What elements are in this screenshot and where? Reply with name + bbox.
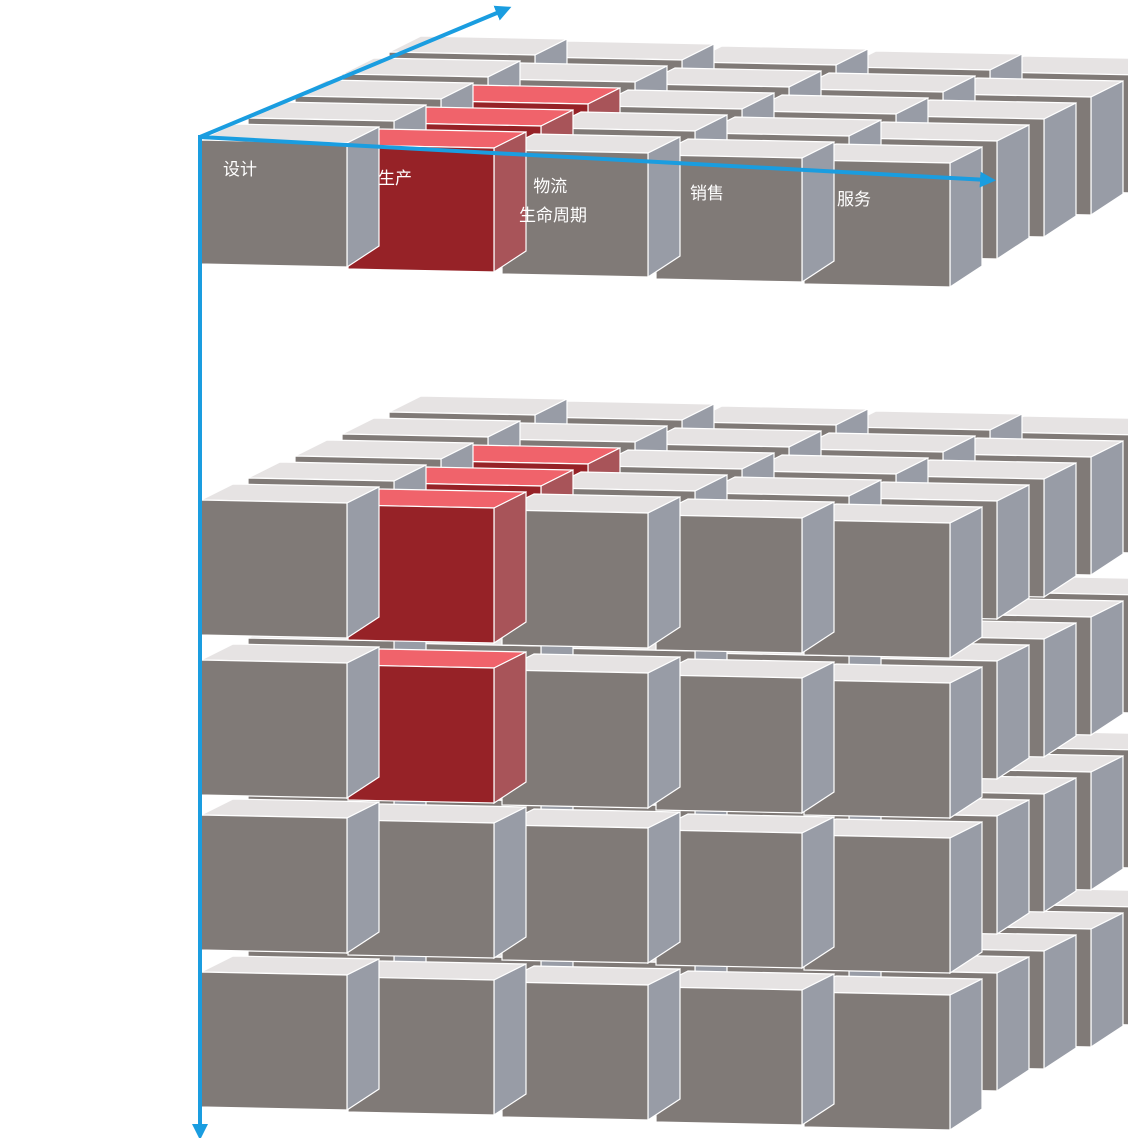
stage-label-service: 服务 xyxy=(837,190,871,210)
cube-top-c4-d1-side xyxy=(996,124,1030,261)
cube-layer1-c4-d3-side xyxy=(1090,440,1124,577)
cube-top-c4-d0-side xyxy=(949,146,983,289)
cube-layer1-c3-d0-side xyxy=(801,501,835,655)
cube-layer4-c1-d0-side xyxy=(493,963,527,1117)
cube-layer2-c2-d0-side xyxy=(647,656,681,810)
cube-layer4-c0-d0-front xyxy=(200,971,348,1111)
cube-layer2-c0-d0-front xyxy=(200,659,348,799)
cube-layer3-c4-d2-side xyxy=(1043,777,1077,914)
cube-layer1-c1-d0-side xyxy=(493,491,527,645)
cube-layer4-c2-d0-side xyxy=(647,968,681,1122)
stage-label-design: 设计 xyxy=(223,160,257,180)
cube-layer4-c4-d2-side xyxy=(1043,934,1077,1071)
cube-layer1-c0-d0-front xyxy=(200,499,348,639)
horizontal-axis-arrow xyxy=(199,135,996,188)
cube-top-c3-d0-side xyxy=(801,141,835,284)
cube-layer4-c3-d0-side xyxy=(801,973,835,1127)
cube-layer2-c3-d0-side xyxy=(801,661,835,815)
cube-layer2-c1-d0-side xyxy=(493,651,527,805)
cube-layer4-c0-d0-side xyxy=(346,958,380,1112)
stage-label-logistics: 物流 生命周期 xyxy=(519,177,587,226)
cube-grid xyxy=(200,35,1128,1132)
cube-layer3-c1-d0-side xyxy=(493,806,527,960)
cube-layer3-c2-d0-side xyxy=(647,811,681,965)
cube-layer4-c4-d0-side xyxy=(949,978,983,1132)
cube-layer2-c4-d1-side xyxy=(996,644,1030,781)
cube-layer1-c4-d0-side xyxy=(949,506,983,660)
cube-layer3-c4-d3-side xyxy=(1090,755,1124,892)
cube-layer1-c0-d0-side xyxy=(346,486,380,640)
cube-layer1-c2-d0-side xyxy=(647,496,681,650)
cube-layer3-c0-d0-front xyxy=(200,814,348,954)
cube-layer2-c4-d0-side xyxy=(949,666,983,820)
stage-label-sales: 销售 xyxy=(690,184,724,204)
cube-top-c4-d2-side xyxy=(1043,102,1077,239)
axes xyxy=(192,5,996,1138)
stage-labels: 设计 生产 物流 生命周期 销售 服务 xyxy=(223,160,871,226)
cube-top-c4-d3-side xyxy=(1090,80,1124,217)
cube-layer3-c0-d0-side xyxy=(346,801,380,955)
cube-layer2-c4-d2-side xyxy=(1043,622,1077,759)
cube-layer2-c4-d3-side xyxy=(1090,600,1124,737)
cube-layer3-c4-d0-side xyxy=(949,821,983,975)
cube-layer2-c0-d0-side xyxy=(346,646,380,800)
cube-layer3-c3-d0-side xyxy=(801,816,835,970)
cube-layer4-c4-d3-side xyxy=(1090,912,1124,1049)
depth-axis-arrow xyxy=(199,5,512,139)
cube-layer1-c4-d2-side xyxy=(1043,462,1077,599)
cube-layer3-c4-d1-side xyxy=(996,799,1030,936)
stage-label-production: 生产 xyxy=(378,169,412,189)
cube-top-c2-d0-side xyxy=(647,136,681,279)
cube-layer4-c4-d1-side xyxy=(996,956,1030,1093)
cube-layer1-c4-d1-side xyxy=(996,484,1030,621)
